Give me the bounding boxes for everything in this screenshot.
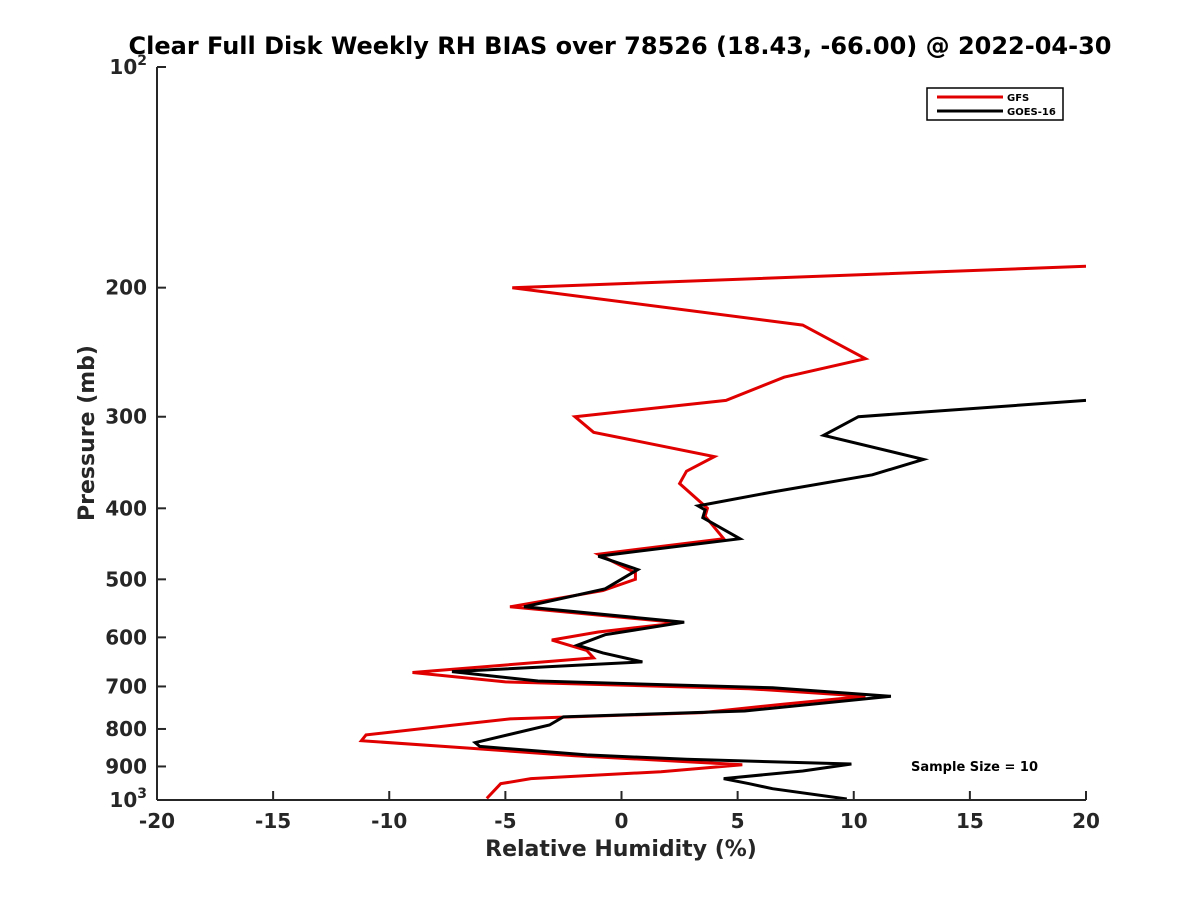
legend-label: GFS: [1007, 93, 1029, 104]
axes: [156, 66, 1087, 801]
x-tick-label: -10: [371, 809, 407, 833]
chart-title: Clear Full Disk Weekly RH BIAS over 7852…: [129, 32, 1112, 60]
y-tick-label: 500: [105, 567, 147, 591]
legend-label: GOES-16: [1007, 107, 1056, 118]
series-line-gfs: [358, 264, 1086, 800]
y-tick-label: 900: [105, 754, 147, 778]
x-tick-label: 20: [1072, 809, 1100, 833]
x-tick-label: -20: [139, 809, 175, 833]
y-axis-label: Pressure (mb): [75, 345, 100, 521]
y-tick-label: 800: [105, 717, 147, 741]
series-line-goes-16: [451, 398, 1086, 800]
y-tick-label: 103: [109, 786, 147, 812]
x-tick-label: 10: [840, 809, 868, 833]
x-tick-label: 15: [956, 809, 984, 833]
tick-labels: -20 -15 -10 -5 0 5 10 15 20 102 200 300 400 500 600 700…: [105, 53, 1100, 833]
sample-size-note: Sample Size = 10: [911, 760, 1038, 775]
y-tick-label: 200: [105, 276, 147, 300]
x-axis-label: Relative Humidity (%): [485, 837, 757, 862]
x-tick-label: -15: [255, 809, 291, 833]
plot-lines: [358, 264, 1086, 800]
x-tick-label: -5: [494, 809, 516, 833]
x-tick-label: 0: [615, 809, 629, 833]
x-tick-label: 5: [731, 809, 745, 833]
y-tick-label: 600: [105, 625, 147, 649]
legend-box: [926, 87, 1064, 121]
legend: GFS GOES-16: [926, 87, 1064, 121]
y-tick-label: 300: [105, 405, 147, 429]
y-tick-label: 400: [105, 496, 147, 520]
y-tick-label: 700: [105, 674, 147, 698]
y-tick-label: 102: [109, 53, 147, 79]
